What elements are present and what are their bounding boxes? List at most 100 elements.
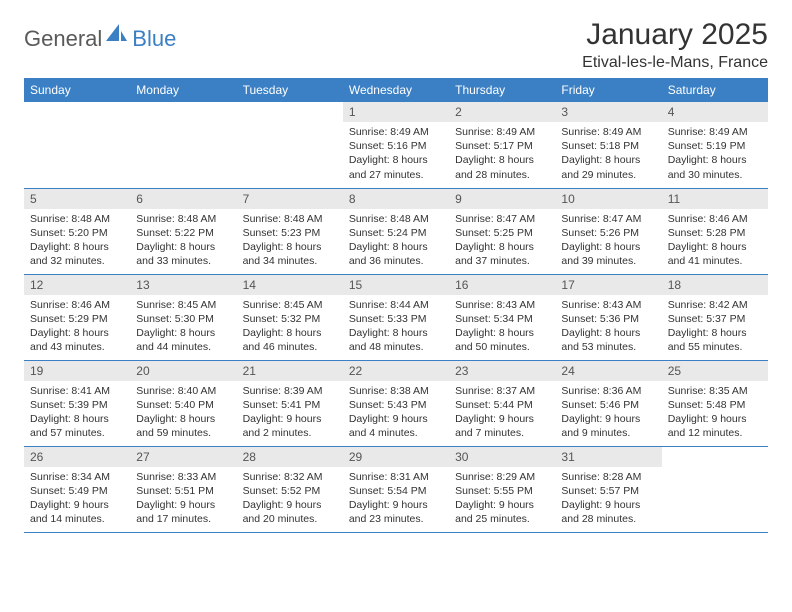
calendar-cell: 11Sunrise: 8:46 AMSunset: 5:28 PMDayligh…: [662, 188, 768, 274]
day-line: Sunrise: 8:48 AM: [349, 212, 443, 226]
day-line: Sunset: 5:37 PM: [668, 312, 762, 326]
day-body: [24, 108, 130, 115]
calendar-cell: [237, 102, 343, 188]
day-line: Sunset: 5:23 PM: [243, 226, 337, 240]
day-line: Sunrise: 8:41 AM: [30, 384, 124, 398]
day-line: and 32 minutes.: [30, 254, 124, 268]
calendar-cell: [130, 102, 236, 188]
day-line: Daylight: 8 hours: [668, 153, 762, 167]
day-line: Sunset: 5:36 PM: [561, 312, 655, 326]
day-line: Sunrise: 8:34 AM: [30, 470, 124, 484]
calendar-cell: 6Sunrise: 8:48 AMSunset: 5:22 PMDaylight…: [130, 188, 236, 274]
day-body: Sunrise: 8:28 AMSunset: 5:57 PMDaylight:…: [555, 467, 661, 531]
day-line: and 48 minutes.: [349, 340, 443, 354]
calendar-cell: 18Sunrise: 8:42 AMSunset: 5:37 PMDayligh…: [662, 274, 768, 360]
month-title: January 2025: [582, 18, 768, 52]
day-line: Sunset: 5:43 PM: [349, 398, 443, 412]
day-body: Sunrise: 8:33 AMSunset: 5:51 PMDaylight:…: [130, 467, 236, 531]
day-line: Daylight: 9 hours: [455, 498, 549, 512]
day-number: 5: [24, 189, 130, 209]
day-line: and 27 minutes.: [349, 168, 443, 182]
weekday-header: Monday: [130, 78, 236, 102]
day-line: Daylight: 8 hours: [30, 240, 124, 254]
logo-sail-icon: [106, 24, 128, 47]
day-body: Sunrise: 8:36 AMSunset: 5:46 PMDaylight:…: [555, 381, 661, 445]
day-line: Sunrise: 8:36 AM: [561, 384, 655, 398]
day-line: Sunset: 5:41 PM: [243, 398, 337, 412]
day-line: Daylight: 9 hours: [349, 412, 443, 426]
day-line: Sunset: 5:32 PM: [243, 312, 337, 326]
day-line: Daylight: 8 hours: [668, 240, 762, 254]
day-line: Sunset: 5:29 PM: [30, 312, 124, 326]
day-line: Daylight: 9 hours: [243, 498, 337, 512]
day-line: Sunset: 5:34 PM: [455, 312, 549, 326]
day-number: 22: [343, 361, 449, 381]
calendar-cell: 22Sunrise: 8:38 AMSunset: 5:43 PMDayligh…: [343, 360, 449, 446]
day-line: Sunrise: 8:37 AM: [455, 384, 549, 398]
day-number: 11: [662, 189, 768, 209]
day-line: Sunrise: 8:48 AM: [243, 212, 337, 226]
day-line: Sunset: 5:20 PM: [30, 226, 124, 240]
calendar-cell: 27Sunrise: 8:33 AMSunset: 5:51 PMDayligh…: [130, 446, 236, 532]
day-line: Sunrise: 8:38 AM: [349, 384, 443, 398]
day-line: Sunset: 5:19 PM: [668, 139, 762, 153]
day-line: Daylight: 8 hours: [30, 412, 124, 426]
day-line: Sunrise: 8:29 AM: [455, 470, 549, 484]
day-line: Sunrise: 8:28 AM: [561, 470, 655, 484]
weekday-header: Wednesday: [343, 78, 449, 102]
calendar-cell: 20Sunrise: 8:40 AMSunset: 5:40 PMDayligh…: [130, 360, 236, 446]
day-body: Sunrise: 8:29 AMSunset: 5:55 PMDaylight:…: [449, 467, 555, 531]
calendar-cell: 28Sunrise: 8:32 AMSunset: 5:52 PMDayligh…: [237, 446, 343, 532]
day-body: Sunrise: 8:48 AMSunset: 5:20 PMDaylight:…: [24, 209, 130, 273]
calendar-cell: 29Sunrise: 8:31 AMSunset: 5:54 PMDayligh…: [343, 446, 449, 532]
day-line: Sunrise: 8:42 AM: [668, 298, 762, 312]
day-body: Sunrise: 8:38 AMSunset: 5:43 PMDaylight:…: [343, 381, 449, 445]
day-line: and 25 minutes.: [455, 512, 549, 526]
day-line: Sunrise: 8:47 AM: [561, 212, 655, 226]
calendar-cell: 2Sunrise: 8:49 AMSunset: 5:17 PMDaylight…: [449, 102, 555, 188]
day-body: Sunrise: 8:45 AMSunset: 5:30 PMDaylight:…: [130, 295, 236, 359]
day-line: Sunset: 5:16 PM: [349, 139, 443, 153]
day-number: 2: [449, 102, 555, 122]
day-line: Sunrise: 8:44 AM: [349, 298, 443, 312]
day-body: Sunrise: 8:46 AMSunset: 5:28 PMDaylight:…: [662, 209, 768, 273]
day-number: 14: [237, 275, 343, 295]
day-line: and 46 minutes.: [243, 340, 337, 354]
day-line: Sunrise: 8:46 AM: [668, 212, 762, 226]
day-body: [130, 108, 236, 115]
day-line: and 29 minutes.: [561, 168, 655, 182]
day-line: Sunset: 5:52 PM: [243, 484, 337, 498]
day-body: Sunrise: 8:48 AMSunset: 5:24 PMDaylight:…: [343, 209, 449, 273]
day-line: Sunrise: 8:49 AM: [561, 125, 655, 139]
day-line: Sunset: 5:24 PM: [349, 226, 443, 240]
weekday-header: Tuesday: [237, 78, 343, 102]
calendar-cell: 25Sunrise: 8:35 AMSunset: 5:48 PMDayligh…: [662, 360, 768, 446]
day-number: 10: [555, 189, 661, 209]
day-number: 4: [662, 102, 768, 122]
day-line: and 36 minutes.: [349, 254, 443, 268]
day-body: Sunrise: 8:42 AMSunset: 5:37 PMDaylight:…: [662, 295, 768, 359]
weekday-header: Sunday: [24, 78, 130, 102]
day-number: 13: [130, 275, 236, 295]
day-number: 27: [130, 447, 236, 467]
calendar-cell: 7Sunrise: 8:48 AMSunset: 5:23 PMDaylight…: [237, 188, 343, 274]
calendar-cell: 14Sunrise: 8:45 AMSunset: 5:32 PMDayligh…: [237, 274, 343, 360]
day-number: 21: [237, 361, 343, 381]
day-body: Sunrise: 8:43 AMSunset: 5:36 PMDaylight:…: [555, 295, 661, 359]
calendar-cell: 3Sunrise: 8:49 AMSunset: 5:18 PMDaylight…: [555, 102, 661, 188]
calendar-cell: [24, 102, 130, 188]
day-number: 26: [24, 447, 130, 467]
day-line: Sunset: 5:54 PM: [349, 484, 443, 498]
day-body: Sunrise: 8:39 AMSunset: 5:41 PMDaylight:…: [237, 381, 343, 445]
day-line: and 43 minutes.: [30, 340, 124, 354]
day-line: Sunrise: 8:31 AM: [349, 470, 443, 484]
day-line: Sunset: 5:48 PM: [668, 398, 762, 412]
day-number: 23: [449, 361, 555, 381]
day-line: and 55 minutes.: [668, 340, 762, 354]
day-body: Sunrise: 8:43 AMSunset: 5:34 PMDaylight:…: [449, 295, 555, 359]
calendar-cell: 16Sunrise: 8:43 AMSunset: 5:34 PMDayligh…: [449, 274, 555, 360]
day-line: Sunrise: 8:43 AM: [455, 298, 549, 312]
calendar-cell: 26Sunrise: 8:34 AMSunset: 5:49 PMDayligh…: [24, 446, 130, 532]
day-line: Sunset: 5:25 PM: [455, 226, 549, 240]
day-number: 9: [449, 189, 555, 209]
